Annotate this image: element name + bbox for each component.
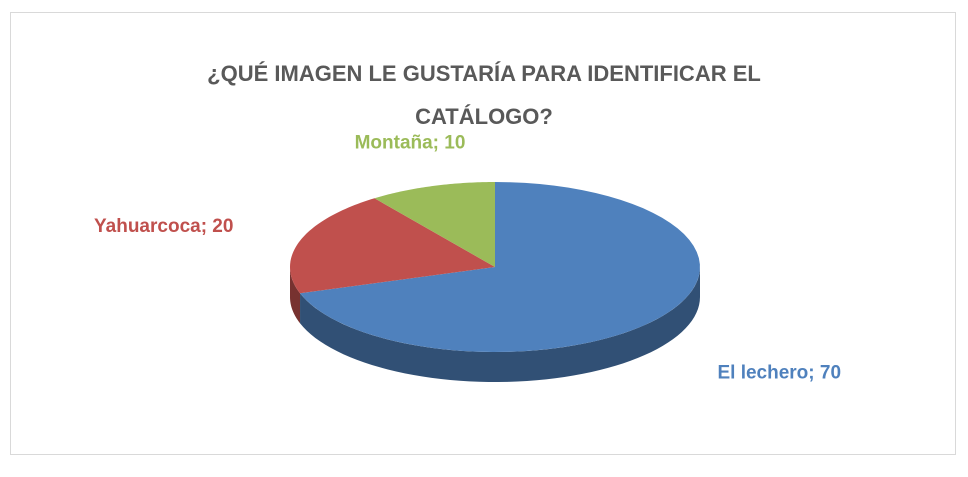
pie-slice-side xyxy=(290,267,301,324)
pie-slice xyxy=(290,198,495,294)
pie-slice xyxy=(374,182,495,267)
chart-title: ¿QUÉ IMAGEN LE GUSTARÍA PARA IDENTIFICAR… xyxy=(207,61,761,129)
chart-frame xyxy=(10,12,956,455)
data-label: El lechero; 70 xyxy=(717,362,841,383)
pie-slice xyxy=(300,182,700,352)
data-label: Yahuarcoca; 20 xyxy=(94,216,233,237)
data-label: Montaña; 10 xyxy=(355,132,466,153)
pie-slice-side xyxy=(300,267,700,382)
